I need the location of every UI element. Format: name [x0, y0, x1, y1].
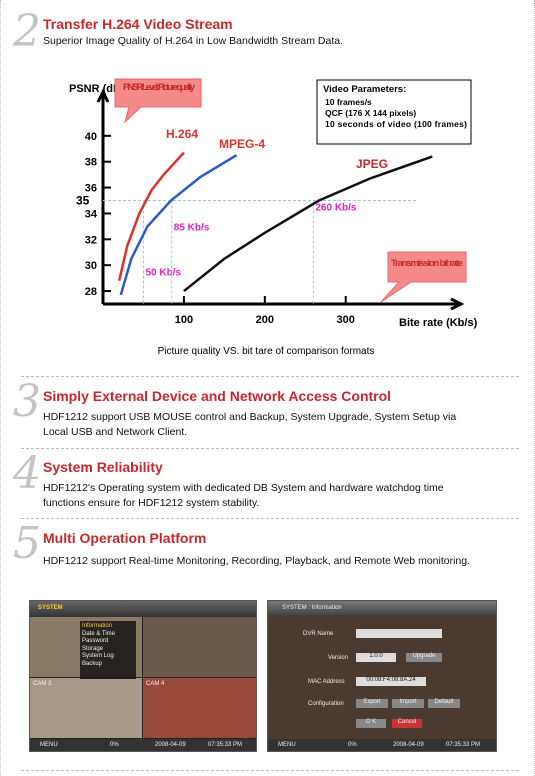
series-line [119, 154, 238, 296]
status-bar [268, 739, 496, 751]
status-text: MENU [278, 742, 296, 748]
field-label: DVR Name [303, 631, 334, 637]
section-title: Simply External Device and Network Acces… [43, 388, 392, 404]
status-text: MENU [40, 742, 58, 748]
params-title: Video Parameters: [323, 84, 406, 95]
section-text: HDF1212 support Real-time Monitoring, Re… [43, 555, 471, 567]
section-number: 5 [13, 518, 41, 569]
menu-item: Information [82, 623, 113, 629]
series-line [183, 155, 433, 293]
status-bar [30, 739, 256, 751]
y-tick-label: 36 [85, 183, 97, 195]
section-title: System Reliability [43, 459, 163, 475]
section-title: Transfer H.264 Video Stream [43, 16, 233, 32]
menu-item: Storage [82, 645, 104, 652]
series-label: MPEG-4 [219, 137, 265, 151]
marker-label: 85 Kb/s [174, 223, 210, 234]
series-line [117, 151, 185, 281]
camera-view [143, 617, 256, 677]
y-tick-label: 28 [85, 286, 97, 298]
button: Default [428, 699, 460, 708]
top-bar [268, 601, 496, 615]
series-label: JPEG [356, 157, 388, 171]
menu-list: Information Date & Time Password Storage… [80, 621, 136, 679]
status-text: 07:35:33 PM [446, 742, 481, 748]
menu-label: SYSTEM [38, 605, 63, 611]
y-tick-label: 34 [85, 208, 98, 220]
x-tick-label: 200 [256, 314, 274, 326]
x-tick-label: 300 [337, 314, 355, 326]
status-text: 2008-04-09 [155, 742, 186, 748]
x-tick-label: 100 [175, 314, 193, 326]
camera-label: CAM 3 [33, 681, 52, 687]
section-text: HDF1212's Operating system with dedicate… [43, 482, 444, 509]
status-text: 0% [348, 742, 357, 748]
callout [380, 251, 467, 303]
separator [21, 518, 519, 519]
y-tick-label: 38 [85, 157, 97, 169]
menu-item: System Log [82, 653, 114, 659]
button: O K [356, 719, 386, 728]
input: 00:08:F4:08:8A:24 [356, 677, 426, 686]
section-text: HDF1212 support USB MOUSE control and Ba… [43, 411, 457, 438]
y-tick-label: 40 [85, 131, 97, 143]
separator [21, 448, 519, 449]
input: 1.0.0 [356, 653, 396, 662]
marker-label: 260 Kb/s [315, 203, 357, 214]
params-item: 10 seconds of video (100 frames) [325, 119, 467, 129]
input [356, 629, 442, 638]
y-tick-label: 30 [85, 260, 97, 272]
section-title: Multi Operation Platform [43, 530, 207, 546]
marker-label: 50 Kb/s [145, 268, 181, 279]
field-label: MAC Address [308, 679, 345, 685]
menu-item: Date & Time [82, 630, 116, 637]
menu-item: Password [82, 638, 109, 644]
button: Import [392, 699, 424, 708]
chart: 35 50 Kb/s 85 Kb/s 260 Kb/s 28 30 32 34 36 38 40 10… [69, 78, 478, 357]
dvr-screenshot: SYSTEM : Information DVR Name Version 1.… [267, 600, 497, 752]
params-box [316, 79, 472, 145]
axis [96, 88, 110, 304]
axis [103, 297, 465, 311]
section-number: 3 [13, 376, 41, 427]
separator [21, 770, 519, 771]
params-item: 10 frames/s [325, 97, 372, 107]
separator [21, 376, 519, 377]
camera-label: CAM 4 [146, 681, 165, 687]
section-text: Superior Image Quality of H.264 in Low B… [43, 35, 343, 47]
window-title: SYSTEM : Information [282, 605, 342, 611]
y-tick-label: 32 [85, 234, 97, 246]
button: Cancel [392, 719, 422, 728]
field-label: Configuration [308, 701, 344, 707]
caption: Picture quality VS. bit tare of comparis… [158, 346, 375, 357]
field-label: Version [328, 655, 349, 661]
status-text: 07:35:33 PM [208, 742, 243, 748]
section-number: 4 [13, 448, 41, 499]
x-axis-label: Bite rate (Kb/s) [399, 317, 478, 329]
button: Export [356, 699, 388, 708]
callout-text: Transmission bit rate [391, 258, 463, 269]
menu-item: Backup [82, 660, 103, 667]
button: Upgrade [406, 653, 442, 662]
section-number: 2 [13, 6, 41, 57]
top-bar [30, 601, 256, 617]
reference-label: 35 [76, 194, 90, 208]
params-item: QCF (176 X 144 pixels) [325, 108, 416, 118]
status-text: 0% [110, 742, 119, 748]
series-label: H.264 [166, 127, 198, 141]
callout [114, 78, 202, 124]
dvr-screenshot: SYSTEM Information Date & Time Password … [29, 600, 257, 752]
y-axis-label: PSNR (dB) [69, 83, 125, 95]
camera-view [143, 678, 256, 738]
status-text: 2008-04-09 [393, 742, 424, 748]
camera-view [30, 678, 142, 738]
callout-text: PNSR Level: Picture quality [123, 82, 196, 93]
